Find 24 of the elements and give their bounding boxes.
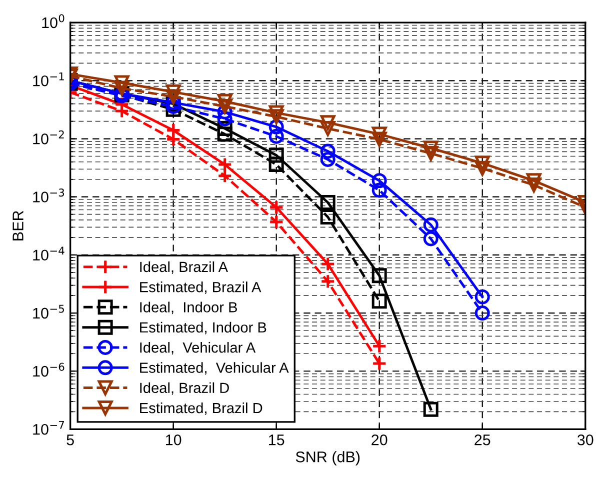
legend-label: Estimated, Brazil A bbox=[140, 282, 262, 294]
legend-label: Ideal, Brazil A bbox=[140, 261, 228, 274]
y-tick-label: 10$^{−6}$ bbox=[33, 362, 64, 377]
x-tick-label: 30 bbox=[577, 434, 594, 446]
y-tick-label: 10$^{−2}$ bbox=[33, 130, 64, 144]
y-tick-label: 10$^{−5}$ bbox=[33, 304, 64, 319]
x-tick-label: 10 bbox=[166, 434, 182, 446]
legend-label: Ideal, Vehicular A bbox=[140, 342, 256, 354]
x-axis-title: SNR (dB) bbox=[296, 451, 360, 466]
x-tick-label: 25 bbox=[474, 434, 490, 446]
y-tick-label: 10$^{−4}$ bbox=[33, 246, 64, 261]
y-tick-label: 10$^{−3}$ bbox=[33, 188, 64, 202]
y-tick-label: 10$^{−1}$ bbox=[33, 72, 64, 86]
x-tick-label: 20 bbox=[372, 434, 388, 446]
y-tick-label: 10$^{−7}$ bbox=[33, 420, 64, 435]
x-tick-label: 5 bbox=[66, 434, 74, 446]
legend-label: Ideal, Indoor B bbox=[140, 302, 237, 314]
x-tick-label: 15 bbox=[269, 434, 284, 446]
legend-label: Ideal, Brazil D bbox=[140, 382, 229, 395]
y-axis-title: BER bbox=[12, 210, 24, 240]
legend-label: Estimated, Indoor B bbox=[140, 322, 266, 334]
y-tick-label: 10$^{0}$ bbox=[42, 14, 64, 28]
legend-label: Estimated, Brazil D bbox=[140, 402, 262, 415]
legend-label: Estimated, Vehicular A bbox=[140, 362, 289, 375]
